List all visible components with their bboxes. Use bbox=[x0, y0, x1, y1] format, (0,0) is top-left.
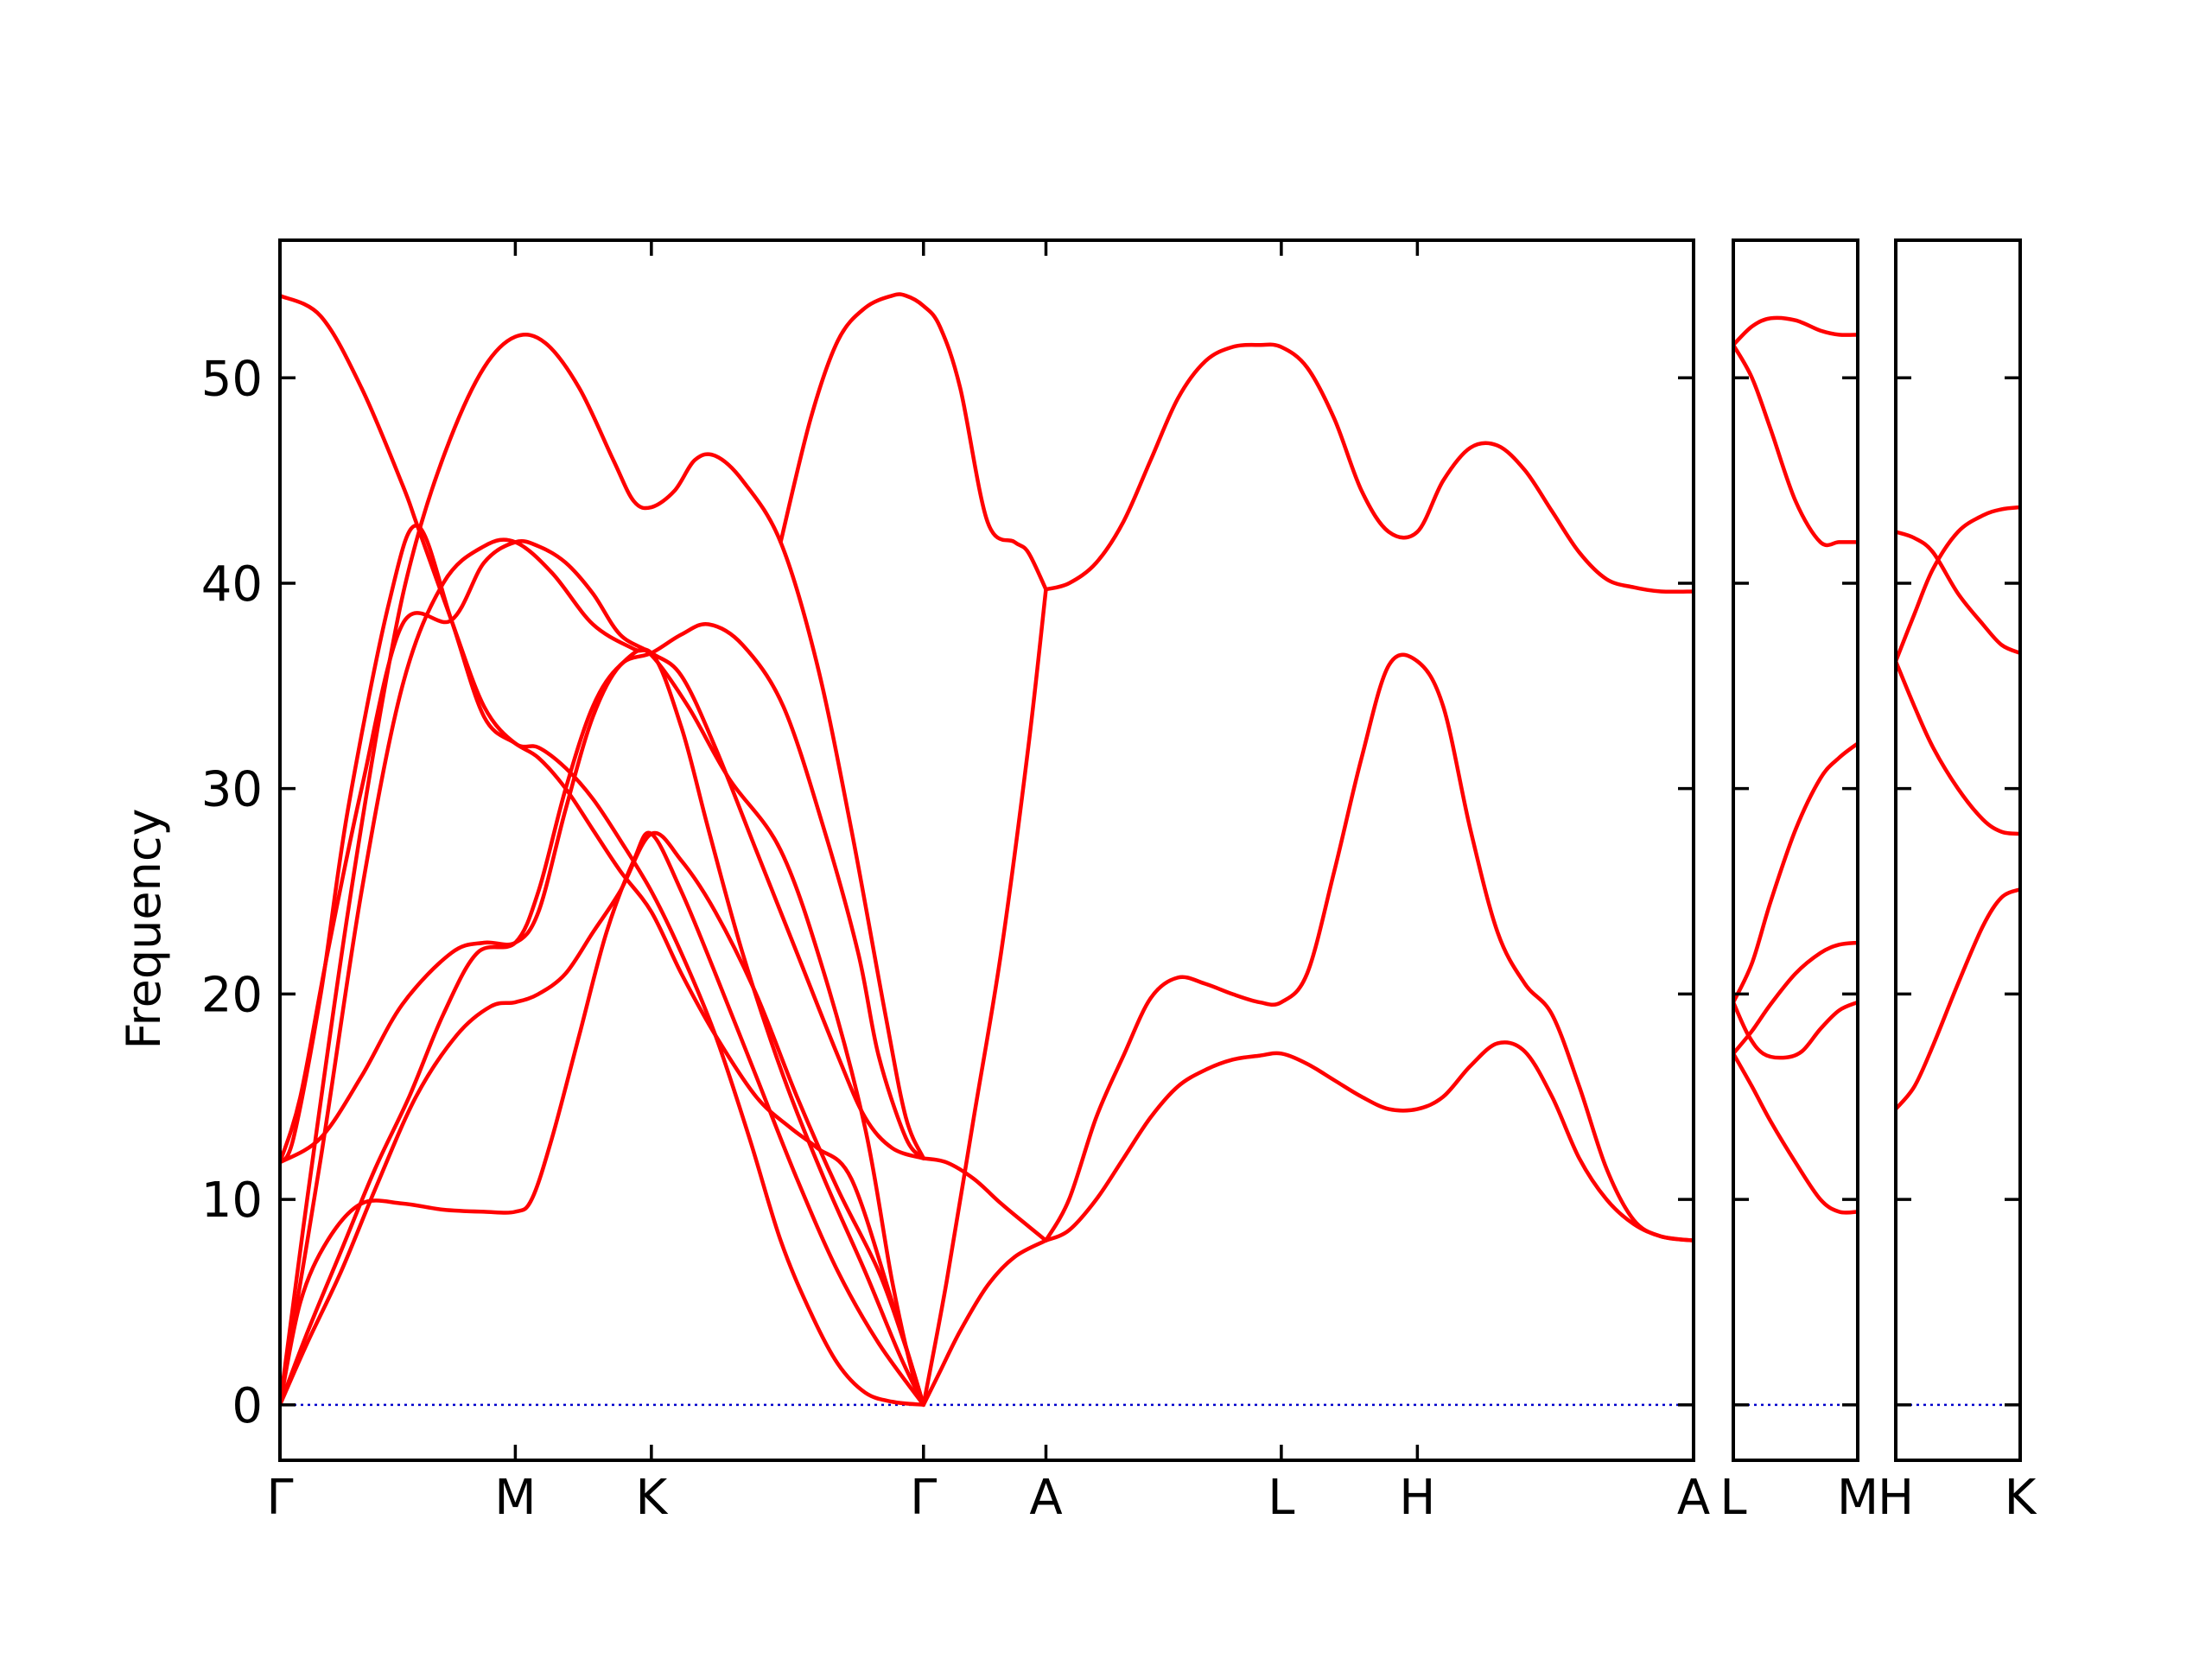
x-tick-label: M bbox=[494, 1470, 536, 1526]
x-tick-label: K bbox=[2005, 1470, 2037, 1526]
band-line-b9 bbox=[280, 537, 926, 1408]
band-line-b6 bbox=[1733, 1052, 1858, 1215]
bands-H-K bbox=[1896, 505, 2020, 1111]
x-tick-label: M bbox=[1837, 1470, 1878, 1526]
x-tick-label: A bbox=[1029, 1470, 1062, 1526]
band-line-b13 bbox=[921, 587, 1048, 1408]
y-tick-label: 50 bbox=[201, 351, 263, 407]
x-tick-label: L bbox=[1268, 1470, 1294, 1526]
band-line-b5 bbox=[280, 539, 926, 1165]
band-line-b14 bbox=[1044, 342, 1694, 594]
band-line-b4 bbox=[1896, 887, 2020, 1111]
band-line-b1 bbox=[280, 647, 926, 1408]
x-tick-label: K bbox=[635, 1470, 668, 1526]
y-axis-label: Frequency bbox=[117, 809, 171, 1050]
panel-frame bbox=[278, 238, 1695, 1462]
y-tick-label: 30 bbox=[201, 762, 263, 818]
x-tick-label: Γ bbox=[266, 1470, 293, 1526]
x-tick-label: H bbox=[1399, 1470, 1435, 1526]
x-tick-label: Γ bbox=[910, 1470, 937, 1526]
x-tick-label: L bbox=[1719, 1470, 1746, 1526]
band-line-b2 bbox=[1733, 342, 1858, 548]
y-tick-label: 20 bbox=[201, 967, 263, 1023]
band-line-b11 bbox=[921, 1156, 1048, 1243]
panel-frame bbox=[1732, 238, 1859, 1462]
band-line-b1 bbox=[1896, 530, 2020, 656]
band-line-b2 bbox=[280, 830, 926, 1408]
band-line-b1 bbox=[1733, 315, 1858, 347]
band-line-b16 bbox=[1044, 1040, 1694, 1243]
band-line-b12 bbox=[779, 292, 1048, 592]
y-tick-label: 0 bbox=[232, 1378, 263, 1434]
band-line-b2 bbox=[1896, 505, 2020, 664]
band-line-b10 bbox=[921, 1238, 1048, 1408]
band-line-b3 bbox=[280, 830, 926, 1408]
band-line-b3 bbox=[1733, 741, 1858, 1005]
bands-L-M bbox=[1733, 315, 1858, 1215]
y-tick-label: 10 bbox=[201, 1173, 263, 1229]
band-line-b4 bbox=[280, 621, 926, 1165]
x-tick-label: A bbox=[1677, 1470, 1710, 1526]
x-tick-label: H bbox=[1878, 1470, 1914, 1526]
band-line-b6 bbox=[280, 524, 926, 1408]
bands-main bbox=[280, 292, 1694, 1408]
panel-main: Γ M K Γ A L H A 0 10 20 30 40 50 bbox=[201, 238, 1710, 1526]
band-line-b5 bbox=[1733, 1000, 1858, 1060]
band-line-b15 bbox=[1044, 652, 1694, 1243]
band-line-b8 bbox=[280, 333, 926, 1408]
y-tick-label: 40 bbox=[201, 556, 263, 613]
band-line-b7 bbox=[280, 293, 926, 1408]
band-line-b3 bbox=[1896, 659, 2020, 836]
panel-frame bbox=[1894, 238, 2022, 1462]
band-line-b4 bbox=[1733, 940, 1858, 1056]
